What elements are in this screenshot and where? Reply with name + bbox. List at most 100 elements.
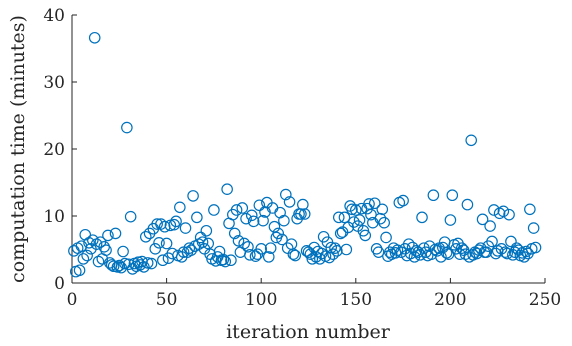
data-point	[283, 196, 296, 208]
data-point	[157, 254, 169, 267]
data-point	[472, 244, 485, 256]
data-point	[480, 246, 493, 258]
data-point	[230, 204, 243, 216]
data-point	[346, 203, 358, 216]
data-point	[378, 216, 390, 229]
data-point	[484, 220, 496, 232]
data-point	[289, 249, 302, 262]
data-point	[287, 248, 300, 260]
data-point	[374, 212, 387, 225]
data-point	[446, 189, 459, 202]
data-point	[107, 260, 120, 273]
data-point	[380, 231, 392, 244]
data-point	[187, 190, 199, 202]
x-axis-ticks: 0 50 100 150 200 250	[67, 278, 561, 310]
data-point	[397, 194, 409, 207]
y-tick-label: 30	[43, 73, 65, 93]
data-point	[348, 216, 360, 228]
data-point	[274, 206, 286, 219]
data-point	[81, 249, 93, 262]
data-point	[196, 236, 209, 248]
data-point	[174, 201, 186, 214]
data-point	[202, 237, 215, 250]
data-point	[402, 238, 415, 250]
data-point	[297, 198, 309, 211]
data-point	[87, 234, 99, 246]
x-tick-label: 200	[434, 290, 466, 310]
data-point	[497, 205, 510, 218]
data-point	[83, 237, 95, 249]
data-point	[77, 253, 90, 265]
y-axis-ticks: 0 10 20 30 40	[43, 6, 77, 294]
data-point	[268, 220, 281, 233]
data-point	[300, 245, 313, 257]
data-point	[117, 245, 129, 258]
y-tick-label: 0	[54, 274, 65, 294]
data-point	[240, 212, 252, 225]
data-point	[372, 246, 385, 258]
data-point	[88, 31, 101, 44]
data-point	[92, 255, 105, 268]
data-point	[520, 245, 532, 258]
data-point	[245, 209, 258, 222]
data-point	[410, 245, 423, 257]
data-point	[109, 227, 122, 240]
x-tick-label: 100	[245, 290, 277, 310]
data-point	[272, 227, 285, 240]
data-point	[255, 243, 267, 255]
data-point	[238, 237, 250, 250]
y-tick-label: 10	[43, 207, 65, 227]
data-point	[524, 203, 536, 216]
data-point	[442, 248, 455, 260]
data-point	[461, 198, 474, 211]
data-point	[232, 234, 245, 247]
data-point	[278, 214, 290, 227]
data-point	[389, 247, 402, 259]
data-point	[170, 215, 182, 228]
data-point	[153, 237, 165, 249]
data-point	[349, 204, 362, 216]
data-point	[249, 250, 262, 263]
data-point	[505, 235, 517, 248]
data-point	[376, 203, 389, 216]
data-point	[338, 211, 351, 224]
data-point	[179, 222, 192, 234]
data-point	[228, 227, 241, 240]
data-point	[359, 229, 372, 242]
data-point	[219, 255, 232, 268]
data-point	[100, 244, 112, 256]
data-point	[384, 246, 396, 258]
data-point	[395, 246, 408, 258]
data-point	[257, 214, 269, 227]
data-point	[276, 233, 288, 246]
data-point	[279, 188, 292, 201]
data-point	[124, 210, 137, 223]
data-points	[68, 31, 542, 278]
data-point	[486, 235, 498, 248]
data-point	[329, 242, 341, 254]
data-point	[503, 208, 515, 221]
data-point	[113, 259, 126, 272]
data-point	[183, 242, 196, 254]
data-point	[236, 202, 249, 214]
data-point	[121, 121, 133, 134]
data-point	[414, 249, 426, 261]
data-point	[160, 237, 173, 250]
data-point	[404, 247, 417, 260]
data-point	[139, 230, 152, 243]
x-tick-label: 0	[67, 290, 78, 310]
data-point	[138, 261, 150, 273]
data-point	[529, 241, 542, 254]
data-point	[151, 218, 163, 230]
data-point	[325, 241, 338, 254]
data-point	[308, 241, 320, 254]
data-point	[73, 264, 86, 277]
plot-area: 0 50 100 150 200 250 0 10 20 30 40	[43, 6, 561, 310]
data-point	[79, 228, 92, 241]
data-point	[527, 222, 540, 234]
x-tick-label: 250	[529, 290, 561, 310]
data-point	[191, 211, 203, 224]
data-point	[465, 134, 478, 147]
data-point	[149, 243, 162, 255]
data-point	[340, 243, 353, 256]
